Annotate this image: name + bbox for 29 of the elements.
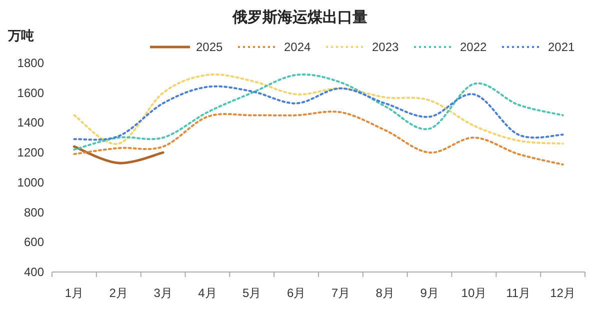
legend-label: 2022 xyxy=(460,40,488,54)
x-tick-label: 7月 xyxy=(331,286,350,300)
y-tick-label: 1600 xyxy=(17,86,44,100)
x-tick-label: 12月 xyxy=(550,286,576,300)
x-tick-label: 2月 xyxy=(109,286,128,300)
y-tick-label: 1400 xyxy=(17,116,44,130)
legend-label: 2025 xyxy=(196,40,224,54)
y-tick-label: 800 xyxy=(24,205,44,220)
x-tick-label: 1月 xyxy=(64,286,84,300)
legend-label: 2024 xyxy=(284,40,312,54)
x-tick-label: 9月 xyxy=(420,286,439,300)
y-axis-title: 万吨 xyxy=(7,28,34,43)
x-tick-label: 3月 xyxy=(154,286,172,300)
x-tick-label: 8月 xyxy=(376,286,394,300)
legend-label: 2023 xyxy=(372,40,400,54)
legend-label: 2021 xyxy=(548,40,576,54)
line-series xyxy=(73,85,564,141)
x-tick-label: 5月 xyxy=(242,286,262,300)
y-tick-label: 1800 xyxy=(17,56,44,70)
x-tick-label: 6月 xyxy=(286,286,306,300)
x-tick-label: 10月 xyxy=(461,286,487,300)
y-tick-label: 400 xyxy=(24,265,44,279)
y-tick-label: 1000 xyxy=(17,175,44,190)
x-tick-label: 11月 xyxy=(506,286,531,300)
line-series xyxy=(73,110,564,166)
y-tick-label: 600 xyxy=(24,235,44,250)
y-tick-label: 1200 xyxy=(17,146,44,160)
chart-title: 俄罗斯海运煤出口量 xyxy=(232,9,368,26)
x-tick-label: 4月 xyxy=(198,286,217,300)
